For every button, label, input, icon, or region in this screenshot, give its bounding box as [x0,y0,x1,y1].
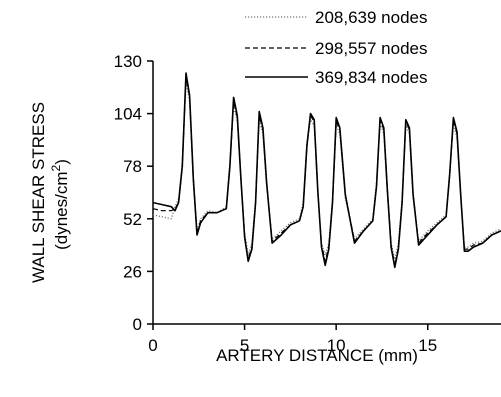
series-line-2 [152,76,501,266]
y-axis-title-unit-suffix: ) [52,159,71,165]
y-tick-label: 78 [123,157,142,176]
x-axis-title: ARTERY DISTANCE (mm) [216,346,418,365]
y-tick-label: 104 [114,105,142,124]
ticks: 0 26 52 78 104 130 0 5 10 15 [114,52,438,355]
series-line-1 [152,80,501,260]
y-axis-title-unit: (dynes/cm [52,171,71,249]
y-tick-label: 26 [123,262,142,281]
legend: 208,639 nodes 298,557 nodes 369,834 nodes [245,8,428,87]
x-tick-label: 5 [240,336,249,355]
series-lines [152,72,501,269]
y-axis-title: WALL SHEAR STRESS (dynes/cm2) [29,102,71,283]
x-tick-label: 15 [418,336,437,355]
legend-label-3: 369,834 nodes [315,68,428,87]
legend-label-1: 208,639 nodes [315,8,428,27]
y-axis-title-line2: (dynes/cm2) [49,159,71,250]
series-line-3 [152,72,501,269]
x-tick-label: 0 [148,336,157,355]
y-axis-title-unit-superscript: 2 [49,164,63,171]
axes [152,61,501,325]
y-tick-label: 52 [123,210,142,229]
y-tick-label: 130 [114,52,142,71]
legend-label-2: 298,557 nodes [315,39,428,58]
y-tick-label: 0 [133,315,142,334]
y-axis-title-line1: WALL SHEAR STRESS [29,102,48,283]
x-tick-label: 10 [327,336,346,355]
